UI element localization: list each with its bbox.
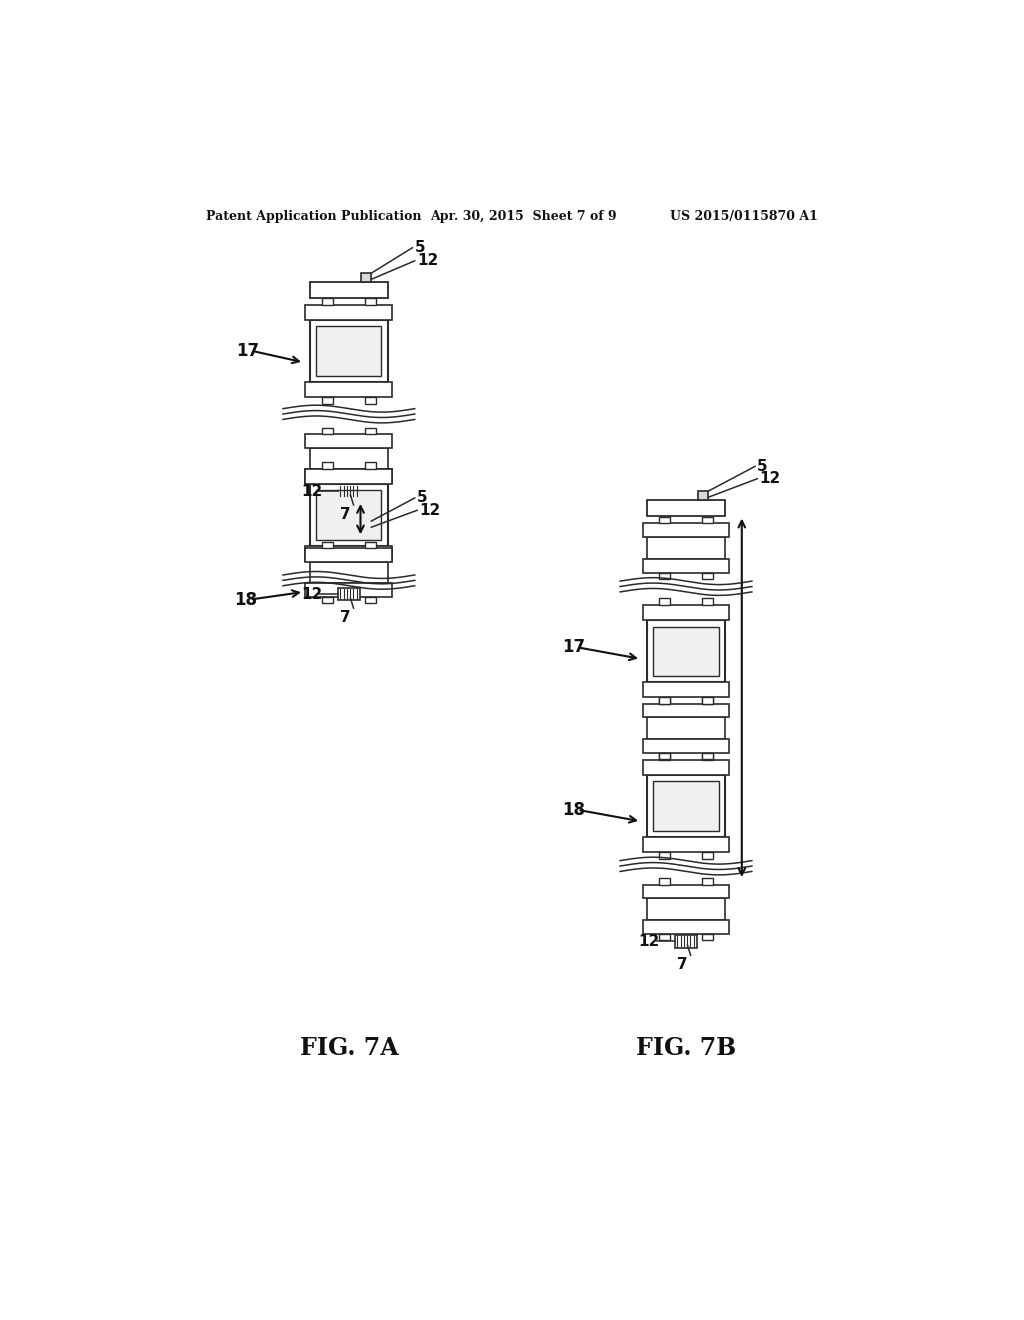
Text: 7: 7 [677,957,687,972]
Bar [702,517,713,524]
Bar [658,752,670,759]
Text: 7: 7 [340,610,350,624]
Bar [322,397,333,404]
Text: 18: 18 [562,801,585,818]
Bar [305,305,392,321]
Bar [366,298,376,305]
Bar [702,598,713,605]
Bar [658,573,670,579]
Bar [643,884,729,899]
Bar [322,597,333,603]
Text: 17: 17 [237,342,260,360]
Bar [653,781,719,830]
Bar [305,548,392,562]
Bar [658,697,670,704]
Bar [647,620,725,682]
Bar [702,752,713,760]
Bar [366,462,376,469]
Bar [658,752,670,760]
Bar [310,321,388,381]
Bar [653,627,719,676]
Bar [310,562,388,583]
Bar [702,697,713,704]
Text: 12: 12 [760,471,781,486]
Text: 5: 5 [758,459,768,474]
Text: 12: 12 [417,253,438,268]
Text: US 2015/0115870 A1: US 2015/0115870 A1 [671,210,818,223]
Bar [702,752,713,759]
Bar [658,598,670,605]
Bar [360,521,372,531]
Text: 18: 18 [234,590,257,609]
Bar [697,491,709,500]
Bar [305,545,392,561]
Bar [647,500,725,516]
Text: Apr. 30, 2015  Sheet 7 of 9: Apr. 30, 2015 Sheet 7 of 9 [430,210,616,223]
Text: 17: 17 [562,639,585,656]
Bar [338,589,359,601]
Bar [643,739,729,752]
Bar [658,697,670,705]
Bar [702,697,713,705]
Bar [643,704,729,718]
Bar [305,469,392,484]
Bar [658,853,670,859]
Bar [643,760,729,775]
Bar [322,483,333,490]
Bar [366,428,376,434]
Bar [643,837,729,853]
Bar [658,878,670,884]
Bar [305,470,392,483]
Bar [316,490,381,540]
Text: FIG. 7B: FIG. 7B [636,1036,736,1060]
Text: 5: 5 [415,240,425,255]
Text: Patent Application Publication: Patent Application Publication [206,210,421,223]
Bar [658,517,670,524]
Bar [310,484,388,545]
Bar [643,558,729,573]
Text: 5: 5 [417,491,428,506]
Bar [643,682,729,697]
Bar [366,397,376,404]
Bar [647,718,725,739]
Text: 12: 12 [301,483,323,499]
Bar [322,462,333,469]
Bar [366,597,376,603]
Bar [366,541,376,548]
Bar [675,936,697,948]
Bar [322,428,333,434]
Bar [658,933,670,940]
Bar [322,541,333,548]
Bar [310,531,388,545]
Bar [366,561,376,568]
Bar [310,282,388,298]
Bar [643,605,729,620]
Bar [647,775,725,837]
Bar [305,381,392,397]
Bar [702,933,713,940]
Text: 7: 7 [340,507,350,521]
Text: 12: 12 [638,935,659,949]
Text: FIG. 7A: FIG. 7A [300,1036,398,1060]
Bar [643,523,729,537]
Bar [360,273,372,282]
Text: 12: 12 [420,503,440,517]
Bar [305,434,392,447]
Bar [322,561,333,568]
Text: 12: 12 [301,586,323,602]
Bar [702,878,713,884]
Bar [702,573,713,579]
Bar [647,899,725,920]
Bar [366,483,376,490]
Bar [702,853,713,859]
Bar [305,583,392,598]
Bar [316,326,381,376]
Bar [310,447,388,470]
Bar [643,920,729,933]
Bar [338,484,359,498]
Bar [322,298,333,305]
Bar [647,537,725,558]
